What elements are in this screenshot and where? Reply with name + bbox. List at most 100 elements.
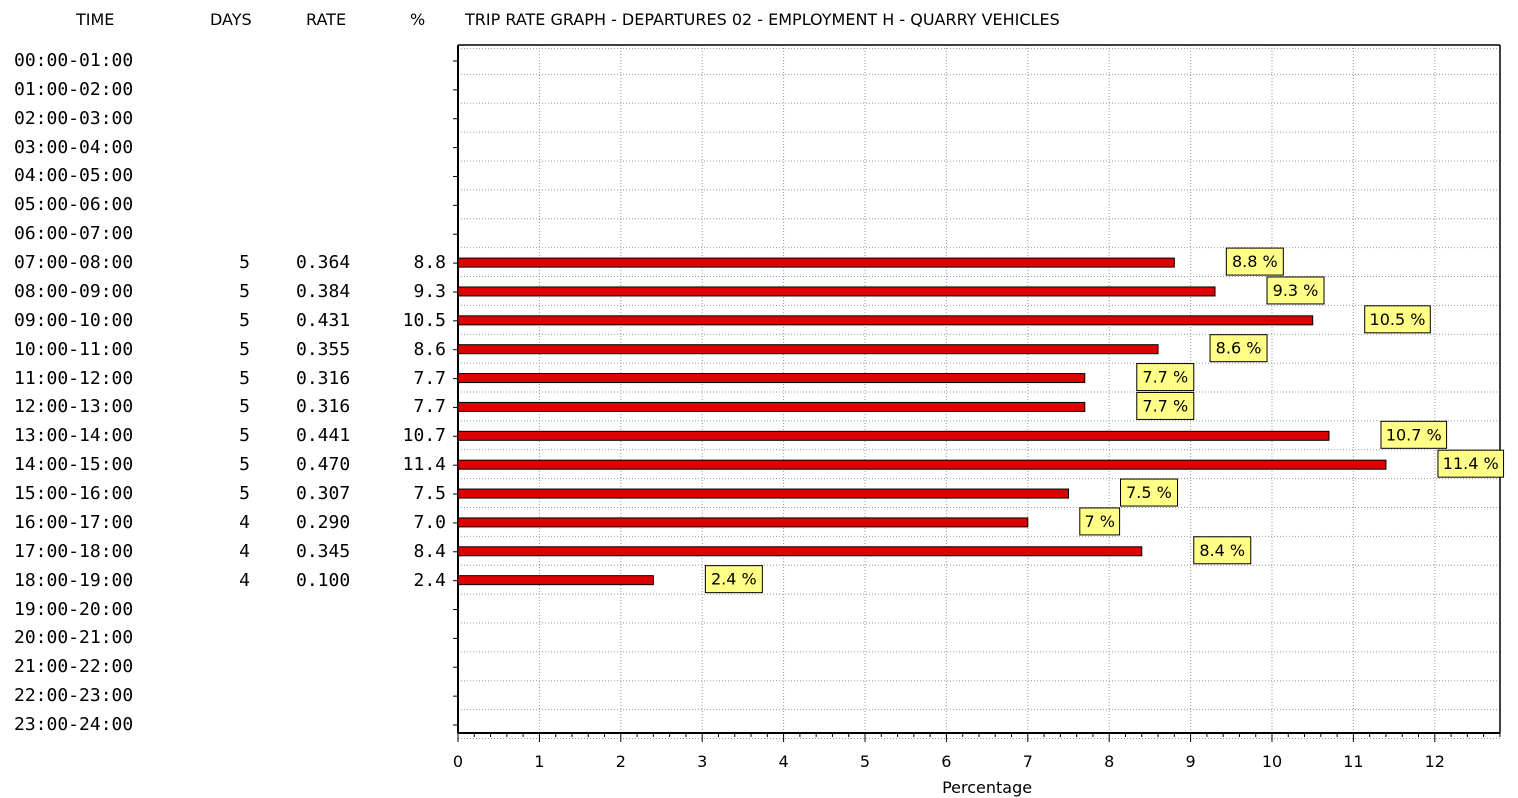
rate-cell: 0.100 [296,569,351,591]
plot-area [458,45,1500,733]
percent-cell: 8.6 [413,338,446,360]
rate-cell: 0.364 [296,252,351,274]
data-label: 8.4 % [1199,541,1245,560]
bar [457,430,1330,441]
bar [457,517,1029,528]
percent-cell: 2.4 [413,569,446,591]
bar [457,286,1216,297]
bar [457,257,1175,268]
rate-cell: 0.431 [296,309,351,331]
time-cell: 17:00-18:00 [14,540,134,562]
percent-cell: 7.7 [413,396,446,418]
time-cell: 23:00-24:00 [14,714,134,735]
header-percent: % [410,10,426,29]
time-cell: 21:00-22:00 [14,656,134,678]
data-label-box [1136,391,1195,420]
days-cell: 5 [239,338,250,360]
days-cell: 5 [239,280,250,302]
days-cell: 4 [239,569,250,591]
percent-cell: 10.5 [402,309,446,331]
rate-cell: 0.441 [296,425,351,447]
time-cell: 20:00-21:00 [14,627,134,649]
days-cell: 5 [239,425,250,447]
time-cell: 01:00-02:00 [14,78,134,100]
rate-cell: 0.316 [296,396,351,418]
bar [457,459,1387,470]
time-cell: 12:00-13:00 [14,396,134,418]
time-cell: 15:00-16:00 [14,483,134,505]
header-rate: RATE [306,10,347,29]
time-cell: 05:00-06:00 [14,194,134,216]
x-tick-label: 4 [779,752,789,771]
data-label: 7.7 % [1142,396,1188,415]
percent-cell: 8.8 [413,252,446,274]
data-label: 11.4 % [1443,454,1499,473]
days-cell: 5 [239,309,250,331]
bar [457,546,1143,557]
percent-cell: 7.7 [413,367,446,389]
data-label: 7.7 % [1142,368,1188,387]
x-tick-label: 7 [1023,752,1033,771]
data-label-box [1225,247,1284,276]
header-time: TIME [76,10,115,29]
bar [457,315,1314,326]
time-cell: 11:00-12:00 [14,367,134,389]
bar [457,344,1159,355]
time-cell: 07:00-08:00 [14,252,134,274]
days-cell: 4 [239,511,250,533]
rate-cell: 0.384 [296,280,351,302]
x-tick-label: 5 [860,752,870,771]
rate-cell: 0.307 [296,483,351,505]
data-label: 2.4 % [711,570,757,589]
chart-title: TRIP RATE GRAPH - DEPARTURES 02 - EMPLOY… [465,10,1060,29]
x-axis-title: Percentage [942,778,1032,797]
time-cell: 09:00-10:00 [14,309,134,331]
time-cell: 00:00-01:00 [14,50,134,71]
rate-cell: 0.290 [296,511,351,533]
x-tick-label: 8 [1104,752,1114,771]
days-cell: 5 [239,367,250,389]
time-cell: 22:00-23:00 [14,685,134,707]
x-tick-label: 2 [616,752,626,771]
data-label-box [1193,536,1252,565]
time-cell: 18:00-19:00 [14,569,134,591]
time-cell: 10:00-11:00 [14,338,134,360]
x-tick-label: 3 [697,752,707,771]
data-label-box [1209,334,1268,363]
x-tick-label: 10 [1262,752,1282,771]
header-row: TIME DAYS RATE % TRIP RATE GRAPH - DEPAR… [0,0,1518,40]
days-cell: 5 [239,454,250,476]
percent-cell: 11.4 [402,454,446,476]
x-tick-label: 1 [534,752,544,771]
percent-cell: 9.3 [413,280,446,302]
time-cell: 19:00-20:00 [14,598,134,620]
bar [457,401,1086,412]
bar [457,488,1069,499]
time-cell: 04:00-05:00 [14,165,134,187]
time-cell: 08:00-09:00 [14,280,134,302]
x-tick-label: 12 [1425,752,1445,771]
x-tick-label: 11 [1343,752,1363,771]
x-tick-label: 6 [941,752,951,771]
days-cell: 4 [239,540,250,562]
rate-cell: 0.316 [296,367,351,389]
bar [457,373,1086,384]
rate-cell: 0.345 [296,540,351,562]
header-days: DAYS [210,10,252,29]
time-cell: 03:00-04:00 [14,136,134,158]
x-tick-label: 0 [453,752,463,771]
bar [457,575,654,586]
data-label-box [1136,363,1195,392]
days-cell: 5 [239,483,250,505]
time-cell: 13:00-14:00 [14,425,134,447]
data-label-box [1364,305,1431,334]
days-cell: 5 [239,252,250,274]
data-label: 10.7 % [1386,425,1442,444]
time-cell: 02:00-03:00 [14,107,134,129]
data-label: 9.3 % [1273,281,1319,300]
days-cell: 5 [239,396,250,418]
data-label-box [1120,478,1178,507]
data-label-box [1380,420,1448,449]
data-label: 10.5 % [1370,310,1426,329]
